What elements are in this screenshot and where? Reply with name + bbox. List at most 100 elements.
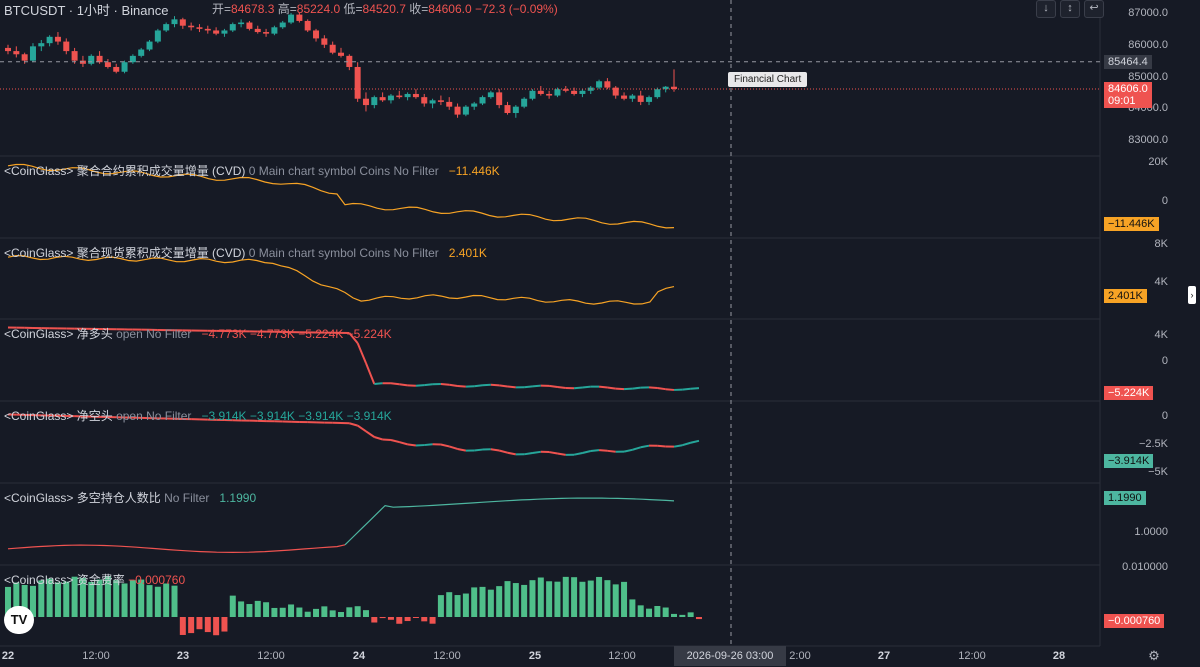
- funding-bar: [571, 577, 578, 617]
- candle-body: [204, 28, 211, 31]
- symbol-title[interactable]: BTCUSDT · 1小时 · Binance: [4, 3, 169, 18]
- candle-body: [96, 55, 103, 63]
- net-long-segment: [548, 384, 558, 388]
- candle-body: [138, 49, 145, 56]
- funding-bar: [546, 581, 553, 617]
- candle-body: [571, 90, 578, 94]
- funding-bar: [13, 582, 20, 617]
- funding-bar: [338, 612, 344, 617]
- funding-bar: [529, 580, 536, 617]
- net-short-segment: [448, 445, 458, 450]
- funding-bar: [271, 607, 278, 617]
- net-short-segment: [632, 446, 641, 451]
- candle-body: [529, 90, 536, 99]
- net-long-segment: [682, 387, 691, 391]
- ratio-line-red: [7, 544, 346, 554]
- chevron-right-icon[interactable]: ›: [1188, 286, 1196, 304]
- funding-bar: [129, 580, 136, 617]
- x-tick: 12:00: [433, 650, 461, 662]
- expand-button[interactable]: ↕: [1060, 0, 1080, 18]
- pane-header-cvd-futures[interactable]: <CoinGlass> 聚合合约累积成交量增量 (CVD) 0 Main cha…: [4, 164, 500, 178]
- candle-body: [13, 51, 20, 55]
- y-tick: 0.010000: [1122, 561, 1168, 573]
- pane-header-cvd-spot[interactable]: <CoinGlass> 聚合现货累积成交量增量 (CVD) 0 Main cha…: [4, 246, 487, 260]
- pane-header-long-short-ratio[interactable]: <CoinGlass> 多空持仓人数比 No Filter 1.1990: [4, 491, 257, 505]
- candle-body: [654, 89, 661, 98]
- funding-bar: [113, 580, 120, 617]
- funding-bar: [404, 617, 411, 622]
- candle-body: [504, 105, 511, 114]
- y-tick: 0: [1161, 410, 1168, 422]
- net-short-segment: [523, 451, 533, 456]
- funding-bar: [579, 581, 586, 617]
- net-short-segment: [548, 451, 558, 455]
- funding-bar: [537, 577, 544, 617]
- net-long-segment: [499, 384, 508, 388]
- candle-body: [412, 93, 419, 98]
- funding-bar: [446, 592, 453, 617]
- scroll-down-button[interactable]: ↓: [1036, 0, 1056, 18]
- candle-body: [537, 90, 544, 94]
- pane-header-funding-rate[interactable]: <CoinGlass> 资金费率 −0.000760: [4, 573, 186, 587]
- funding-bar: [321, 606, 328, 617]
- funding-bar: [254, 600, 261, 617]
- y-tick: 0: [1161, 195, 1168, 207]
- net-long-segment: [356, 342, 367, 364]
- cvd-spot-line: [7, 254, 675, 305]
- net-short-segment: [349, 422, 358, 427]
- funding-bar: [104, 576, 111, 617]
- funding-bar: [479, 586, 486, 617]
- funding-bar: [421, 617, 428, 622]
- gear-icon[interactable]: ⚙: [1148, 648, 1160, 663]
- funding-bar: [437, 595, 444, 617]
- net-short-segment: [390, 439, 400, 444]
- tradingview-logo[interactable]: TV: [4, 606, 34, 634]
- net-short-segment: [490, 448, 500, 452]
- reset-button[interactable]: ↩: [1084, 0, 1104, 18]
- funding-bar: [621, 581, 628, 617]
- y-tick: −5K: [1148, 466, 1168, 478]
- funding-bar: [238, 601, 245, 617]
- x-tick: 23: [176, 650, 190, 662]
- candle-body: [446, 101, 453, 107]
- ohlc-readout: 开=84678.3 高=85224.0 低=84520.7 收=84606.0 …: [212, 2, 558, 16]
- net-long-segment: [474, 384, 483, 388]
- candle-body: [338, 52, 344, 56]
- funding-bar: [79, 577, 86, 617]
- funding-bar: [21, 584, 28, 617]
- candle-body: [29, 46, 36, 61]
- funding-bar: [471, 587, 478, 617]
- candle-body: [54, 36, 61, 42]
- funding-bar: [512, 583, 519, 617]
- ratio-line-teal: [344, 497, 675, 546]
- candle-body: [113, 66, 120, 72]
- candle-body: [437, 100, 444, 102]
- x-tick: 28: [1052, 650, 1066, 662]
- funding-bar: [204, 617, 211, 633]
- tooltip: Financial Chart: [728, 72, 808, 87]
- candle-body: [329, 44, 336, 53]
- funding-bar: [179, 617, 186, 635]
- funding-bar: [354, 606, 361, 617]
- funding-bar: [263, 602, 270, 617]
- candle-body: [63, 41, 70, 52]
- net-long-segment: [524, 385, 533, 389]
- x-tick: 24: [352, 650, 366, 662]
- net-short-segment: [457, 447, 467, 452]
- net-short-segment: [498, 449, 508, 454]
- candle-body: [163, 24, 170, 31]
- candle-body: [346, 55, 353, 67]
- net-short-segment: [507, 451, 517, 456]
- candle-body: [587, 87, 594, 91]
- last-price-badge: 84606.0 09:01: [1104, 82, 1152, 108]
- pane-header-net-long[interactable]: <CoinGlass> 净多头 open No Filter −4.773K −…: [4, 327, 392, 341]
- candle-body: [121, 62, 128, 72]
- net-short-segment: [557, 452, 566, 456]
- candle-body: [221, 30, 228, 34]
- candle-body: [279, 22, 286, 28]
- candle-body: [304, 20, 311, 31]
- funding-bar: [138, 579, 145, 617]
- pane-header-net-short[interactable]: <CoinGlass> 净空头 open No Filter −3.914K −…: [4, 409, 392, 423]
- crosshair-time-label: 2026-09-26 03:00: [674, 646, 786, 666]
